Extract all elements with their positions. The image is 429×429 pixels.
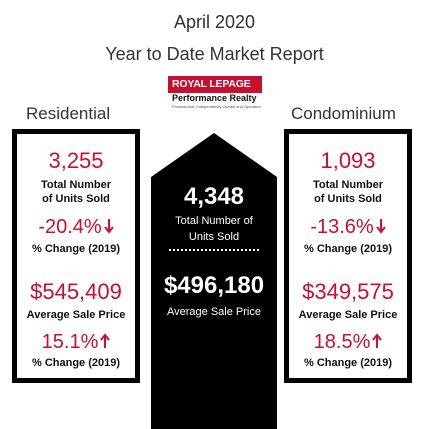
condominium-price-change-row: 18.5% bbox=[289, 331, 407, 354]
house-shape bbox=[151, 133, 277, 429]
divider bbox=[169, 249, 259, 251]
logo-office: Performance Realty bbox=[172, 93, 257, 103]
arrow-down-icon bbox=[375, 219, 386, 234]
logo-tagline: Professional, Independently Owned and Op… bbox=[172, 104, 261, 109]
residential-units-label-1: Total Number bbox=[40, 179, 112, 191]
condominium-panel: 1,093 Total Number of Units Sold -13.6% … bbox=[284, 129, 412, 383]
residential-units-change-row: -20.4% bbox=[17, 216, 135, 239]
arrow-up-icon bbox=[372, 333, 383, 348]
condominium-units-label-2: of Units Sold bbox=[314, 193, 382, 205]
residential-panel: 3,255 Total Number of Units Sold -20.4% … bbox=[12, 129, 140, 383]
condominium-units-label-1: Total Number bbox=[312, 179, 384, 191]
residential-price-change: 15.1% bbox=[41, 331, 99, 353]
brand-logo: ROYAL LEPAGE Performance Realty Professi… bbox=[168, 76, 262, 116]
report-title: April 2020 bbox=[173, 12, 256, 32]
condominium-units-value: 1,093 bbox=[320, 148, 376, 173]
total-price-value: $496,180 bbox=[163, 272, 265, 299]
condominium-price-label: Average Sale Price bbox=[298, 309, 398, 321]
residential-units-change-label: % Change (2019) bbox=[31, 243, 121, 255]
arrow-up-icon bbox=[100, 333, 111, 348]
condominium-heading: Condominium bbox=[291, 104, 396, 123]
arrow-down-icon bbox=[103, 219, 114, 234]
residential-price-change-row: 15.1% bbox=[17, 331, 135, 354]
residential-heading: Residential bbox=[26, 104, 111, 123]
condominium-price-change: 18.5% bbox=[313, 331, 371, 353]
total-house-panel: 4,348 Total Number of Units Sold $496,18… bbox=[151, 133, 277, 429]
residential-units-value: 3,255 bbox=[48, 148, 104, 173]
total-units-label-2: Units Sold bbox=[188, 231, 240, 243]
residential-price-label: Average Sale Price bbox=[26, 309, 126, 321]
total-units-value: 4,348 bbox=[183, 183, 245, 210]
residential-price-change-label: % Change (2019) bbox=[31, 357, 121, 369]
total-units-label-1: Total Number of bbox=[175, 215, 253, 227]
condominium-units-change-row: -13.6% bbox=[289, 216, 407, 239]
residential-units-label-2: of Units Sold bbox=[42, 193, 110, 205]
condominium-price-value: $349,575 bbox=[302, 279, 394, 304]
total-price-label: Average Sale Price bbox=[167, 306, 261, 318]
condominium-price-change-label: % Change (2019) bbox=[303, 357, 393, 369]
report-subtitle: Year to Date Market Report bbox=[105, 44, 324, 64]
residential-units-change: -20.4% bbox=[38, 216, 102, 238]
condominium-units-change: -13.6% bbox=[310, 216, 374, 238]
logo-brand: ROYAL LEPAGE bbox=[168, 76, 262, 93]
condominium-units-change-label: % Change (2019) bbox=[303, 243, 393, 255]
residential-price-value: $545,409 bbox=[30, 279, 122, 304]
